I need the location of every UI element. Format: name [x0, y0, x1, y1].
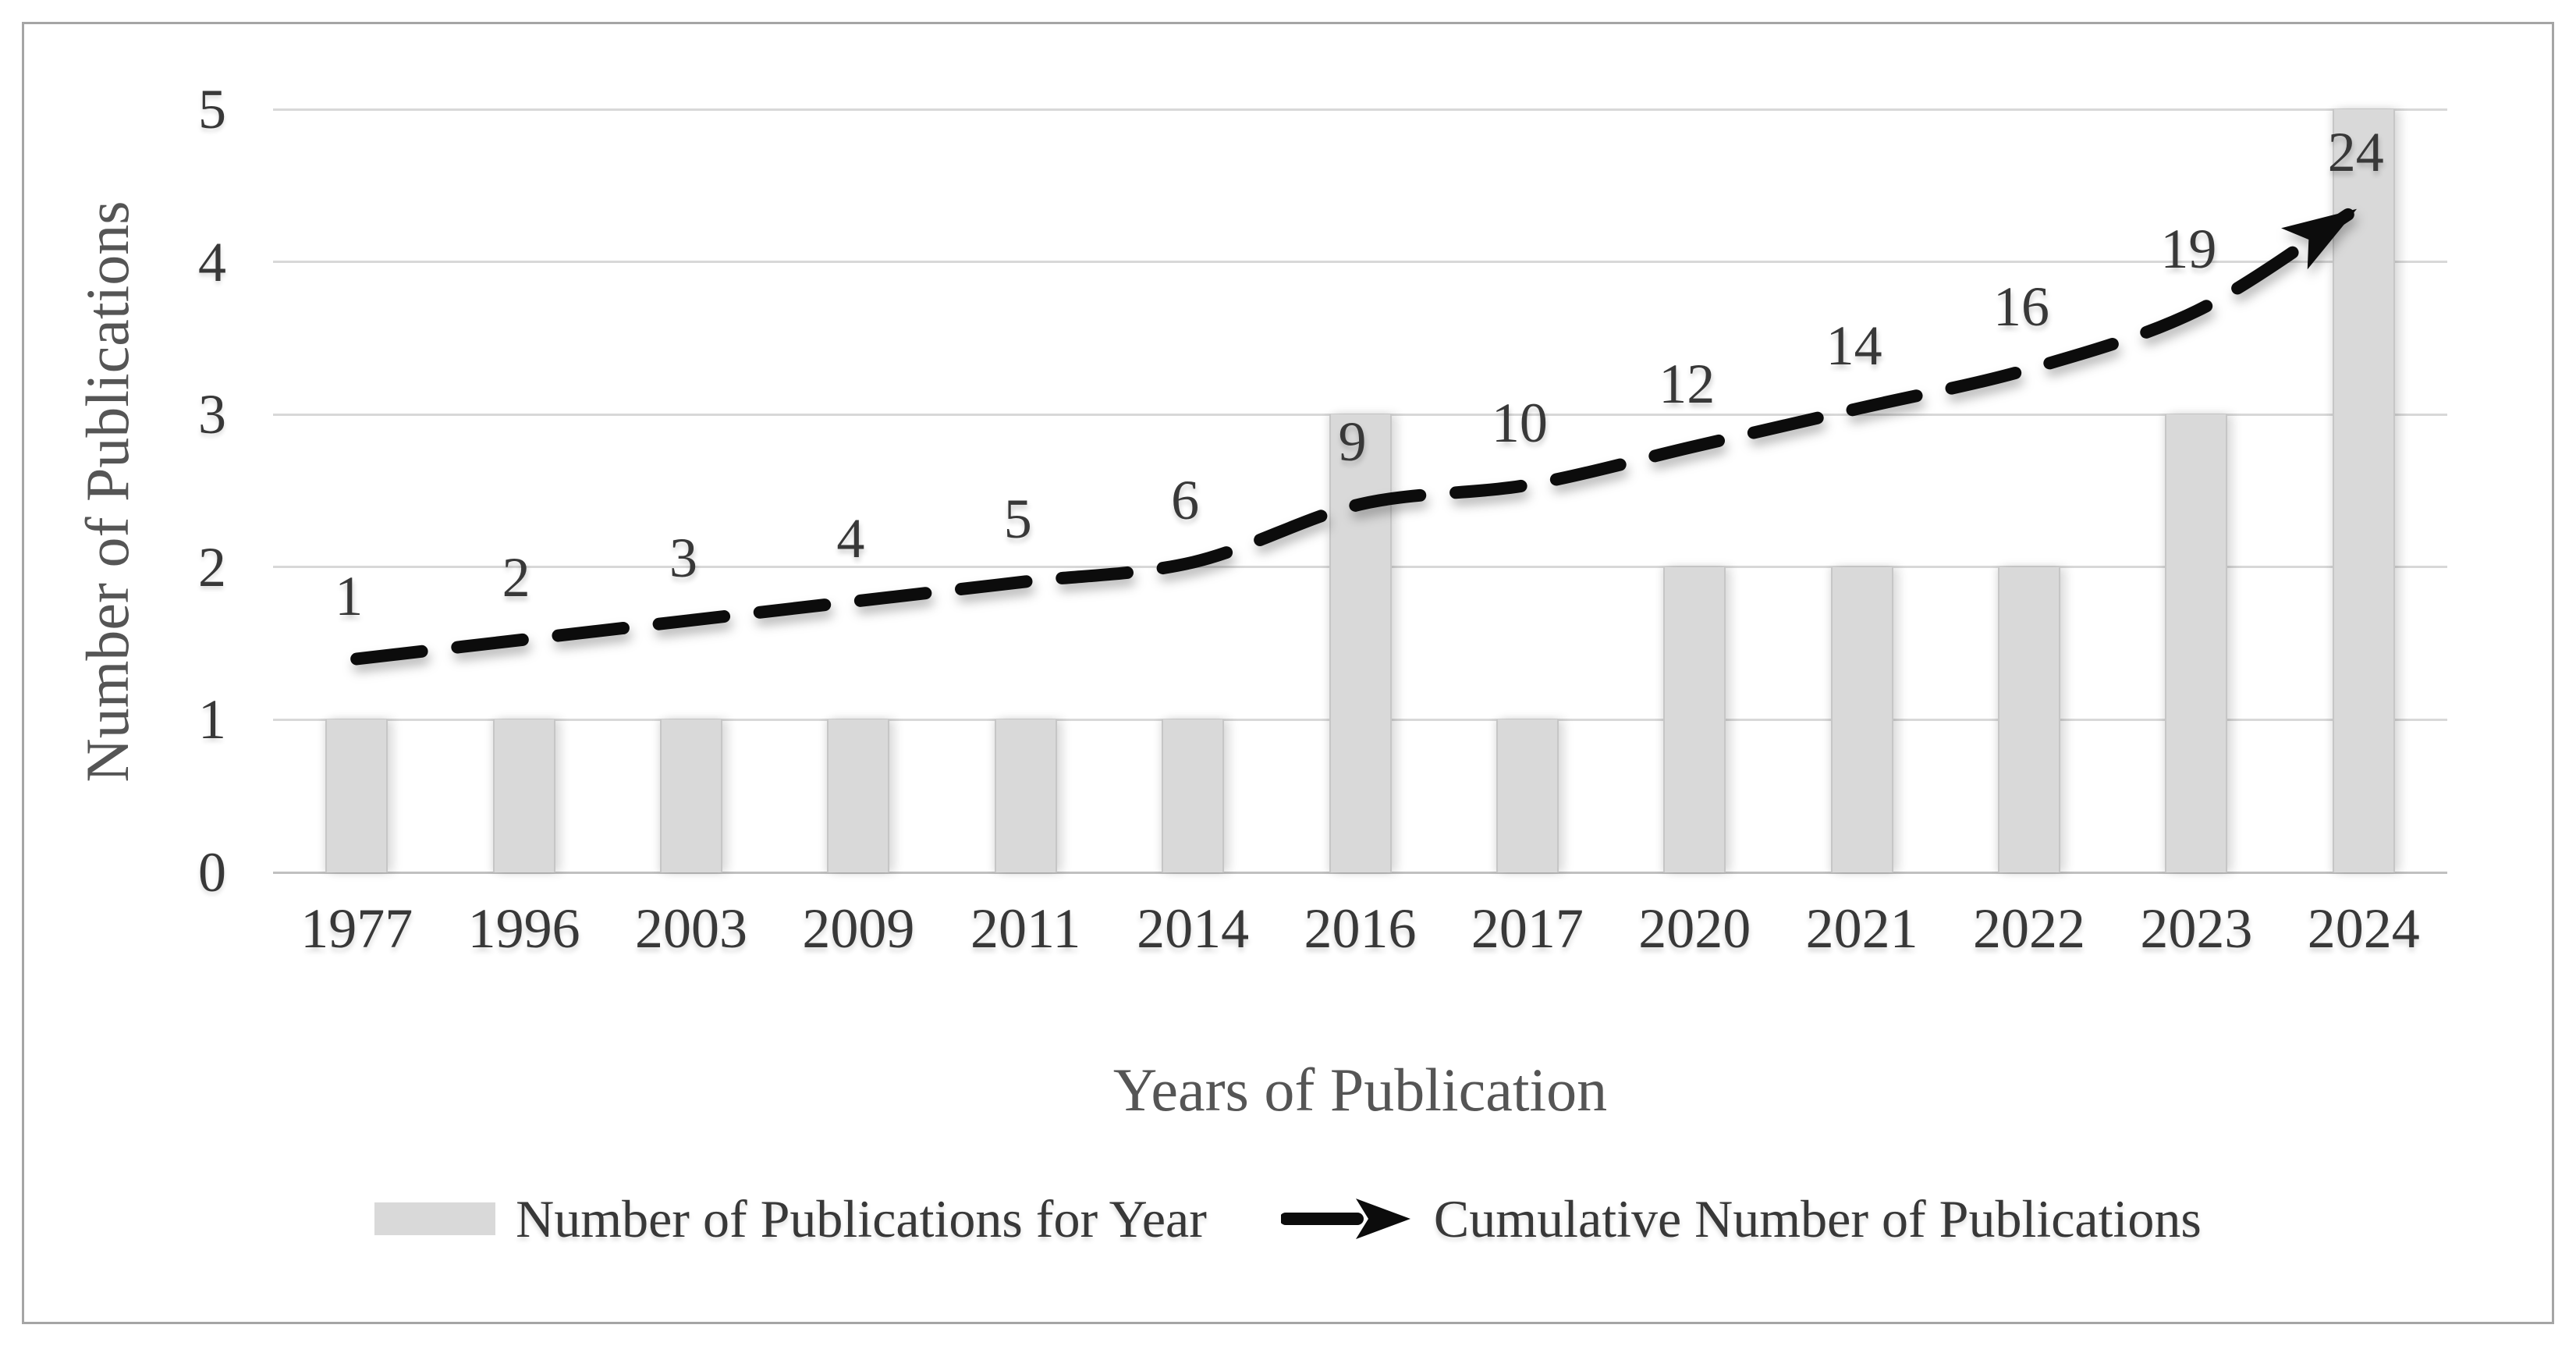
- line-data-label-2020: 12: [1659, 353, 1716, 416]
- x-tick-label-2003: 2003: [634, 897, 747, 960]
- y-tick-label: 5: [198, 78, 226, 140]
- x-tick-label-2023: 2023: [2140, 897, 2253, 960]
- bar-2003: [659, 719, 722, 872]
- bar-1977: [325, 719, 389, 872]
- line-data-label-2021: 14: [1826, 314, 1882, 377]
- dashed-arrow-icon: [1280, 1199, 1410, 1239]
- line-data-label-2011: 5: [1003, 488, 1032, 551]
- line-data-label-2016: 9: [1338, 410, 1367, 474]
- x-axis-line: [273, 871, 2447, 874]
- gridline: [273, 108, 2447, 111]
- x-tick-label-2020: 2020: [1638, 897, 1751, 960]
- gridline: [273, 261, 2447, 264]
- x-tick-label-2011: 2011: [970, 897, 1081, 960]
- legend-label-bars: Number of Publications for Year: [516, 1188, 1207, 1248]
- bar-2021: [1830, 566, 1893, 872]
- bar-2020: [1663, 566, 1726, 872]
- bar-swatch-icon: [374, 1202, 496, 1235]
- x-tick-label-2016: 2016: [1304, 897, 1417, 960]
- bar-2014: [1162, 719, 1225, 872]
- bar-1996: [492, 719, 555, 872]
- line-data-label-2014: 6: [1171, 468, 1200, 531]
- line-data-label-1996: 2: [502, 545, 530, 609]
- line-data-label-2023: 19: [2160, 217, 2217, 280]
- x-tick-label-2021: 2021: [1805, 897, 1918, 960]
- x-axis-title: Years of Publication: [1112, 1056, 1608, 1124]
- bar-2009: [827, 719, 890, 872]
- line-data-label-2017: 10: [1491, 391, 1548, 454]
- y-tick-label: 4: [198, 230, 226, 293]
- x-tick-label-2022: 2022: [1973, 897, 2086, 960]
- legend-item-line: Cumulative Number of Publications: [1280, 1188, 2202, 1250]
- x-tick-label-2024: 2024: [2307, 897, 2420, 960]
- line-data-label-2022: 16: [1993, 275, 2050, 338]
- line-data-label-2003: 3: [669, 526, 697, 589]
- y-tick-label: 2: [198, 535, 226, 598]
- x-tick-label-2014: 2014: [1137, 897, 1250, 960]
- line-data-label-2009: 4: [836, 507, 865, 570]
- x-tick-label-1996: 1996: [467, 897, 580, 960]
- bar-2022: [1998, 566, 2061, 872]
- line-data-label-2024: 24: [2327, 120, 2384, 183]
- legend: Number of Publications for Year Cumulati…: [0, 1188, 2576, 1250]
- x-tick-label-1977: 1977: [300, 897, 413, 960]
- bar-2017: [1496, 719, 1559, 872]
- line-data-label-1977: 1: [335, 565, 364, 628]
- legend-item-bars: Number of Publications for Year: [374, 1188, 1207, 1250]
- bar-2024: [2332, 109, 2395, 872]
- y-tick-label: 0: [198, 841, 226, 904]
- bar-2011: [994, 719, 1057, 872]
- x-tick-label-2017: 2017: [1471, 897, 1584, 960]
- x-tick-label-2009: 2009: [802, 897, 915, 960]
- y-tick-label: 1: [198, 688, 226, 751]
- y-tick-label: 3: [198, 383, 226, 446]
- bar-2023: [2165, 414, 2228, 872]
- legend-label-line: Cumulative Number of Publications: [1433, 1188, 2202, 1248]
- bar-2016: [1329, 414, 1392, 872]
